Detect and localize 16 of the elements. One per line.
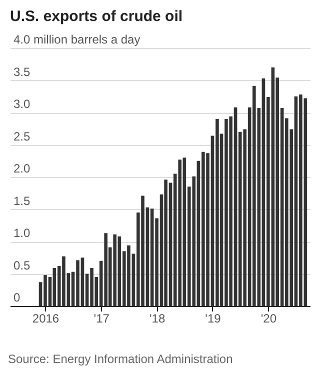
y-tick-label: 2.0 bbox=[14, 162, 31, 176]
x-tick-label: '17 bbox=[94, 312, 110, 326]
y-tick-label: 0 bbox=[14, 290, 20, 304]
source-note: Source: Energy Information Administration bbox=[7, 351, 234, 368]
x-tick-label: '19 bbox=[205, 312, 222, 326]
y-tick-label: 2.5 bbox=[14, 129, 31, 144]
y-tick-label: 4.0 million barrels a day bbox=[14, 32, 140, 46]
x-tick-label: 2016 bbox=[32, 312, 60, 326]
x-tick-label: '18 bbox=[149, 312, 166, 326]
y-tick-label: 1.0 bbox=[14, 226, 31, 240]
y-tick-label: 3.5 bbox=[14, 64, 31, 79]
y-tick-label: 1.5 bbox=[14, 194, 31, 208]
x-tick-label: '20 bbox=[260, 312, 277, 326]
chart-title: U.S. exports of crude oil bbox=[9, 7, 184, 27]
y-tick-label: 3.0 bbox=[14, 97, 31, 111]
y-tick-label: 0.5 bbox=[14, 258, 31, 272]
